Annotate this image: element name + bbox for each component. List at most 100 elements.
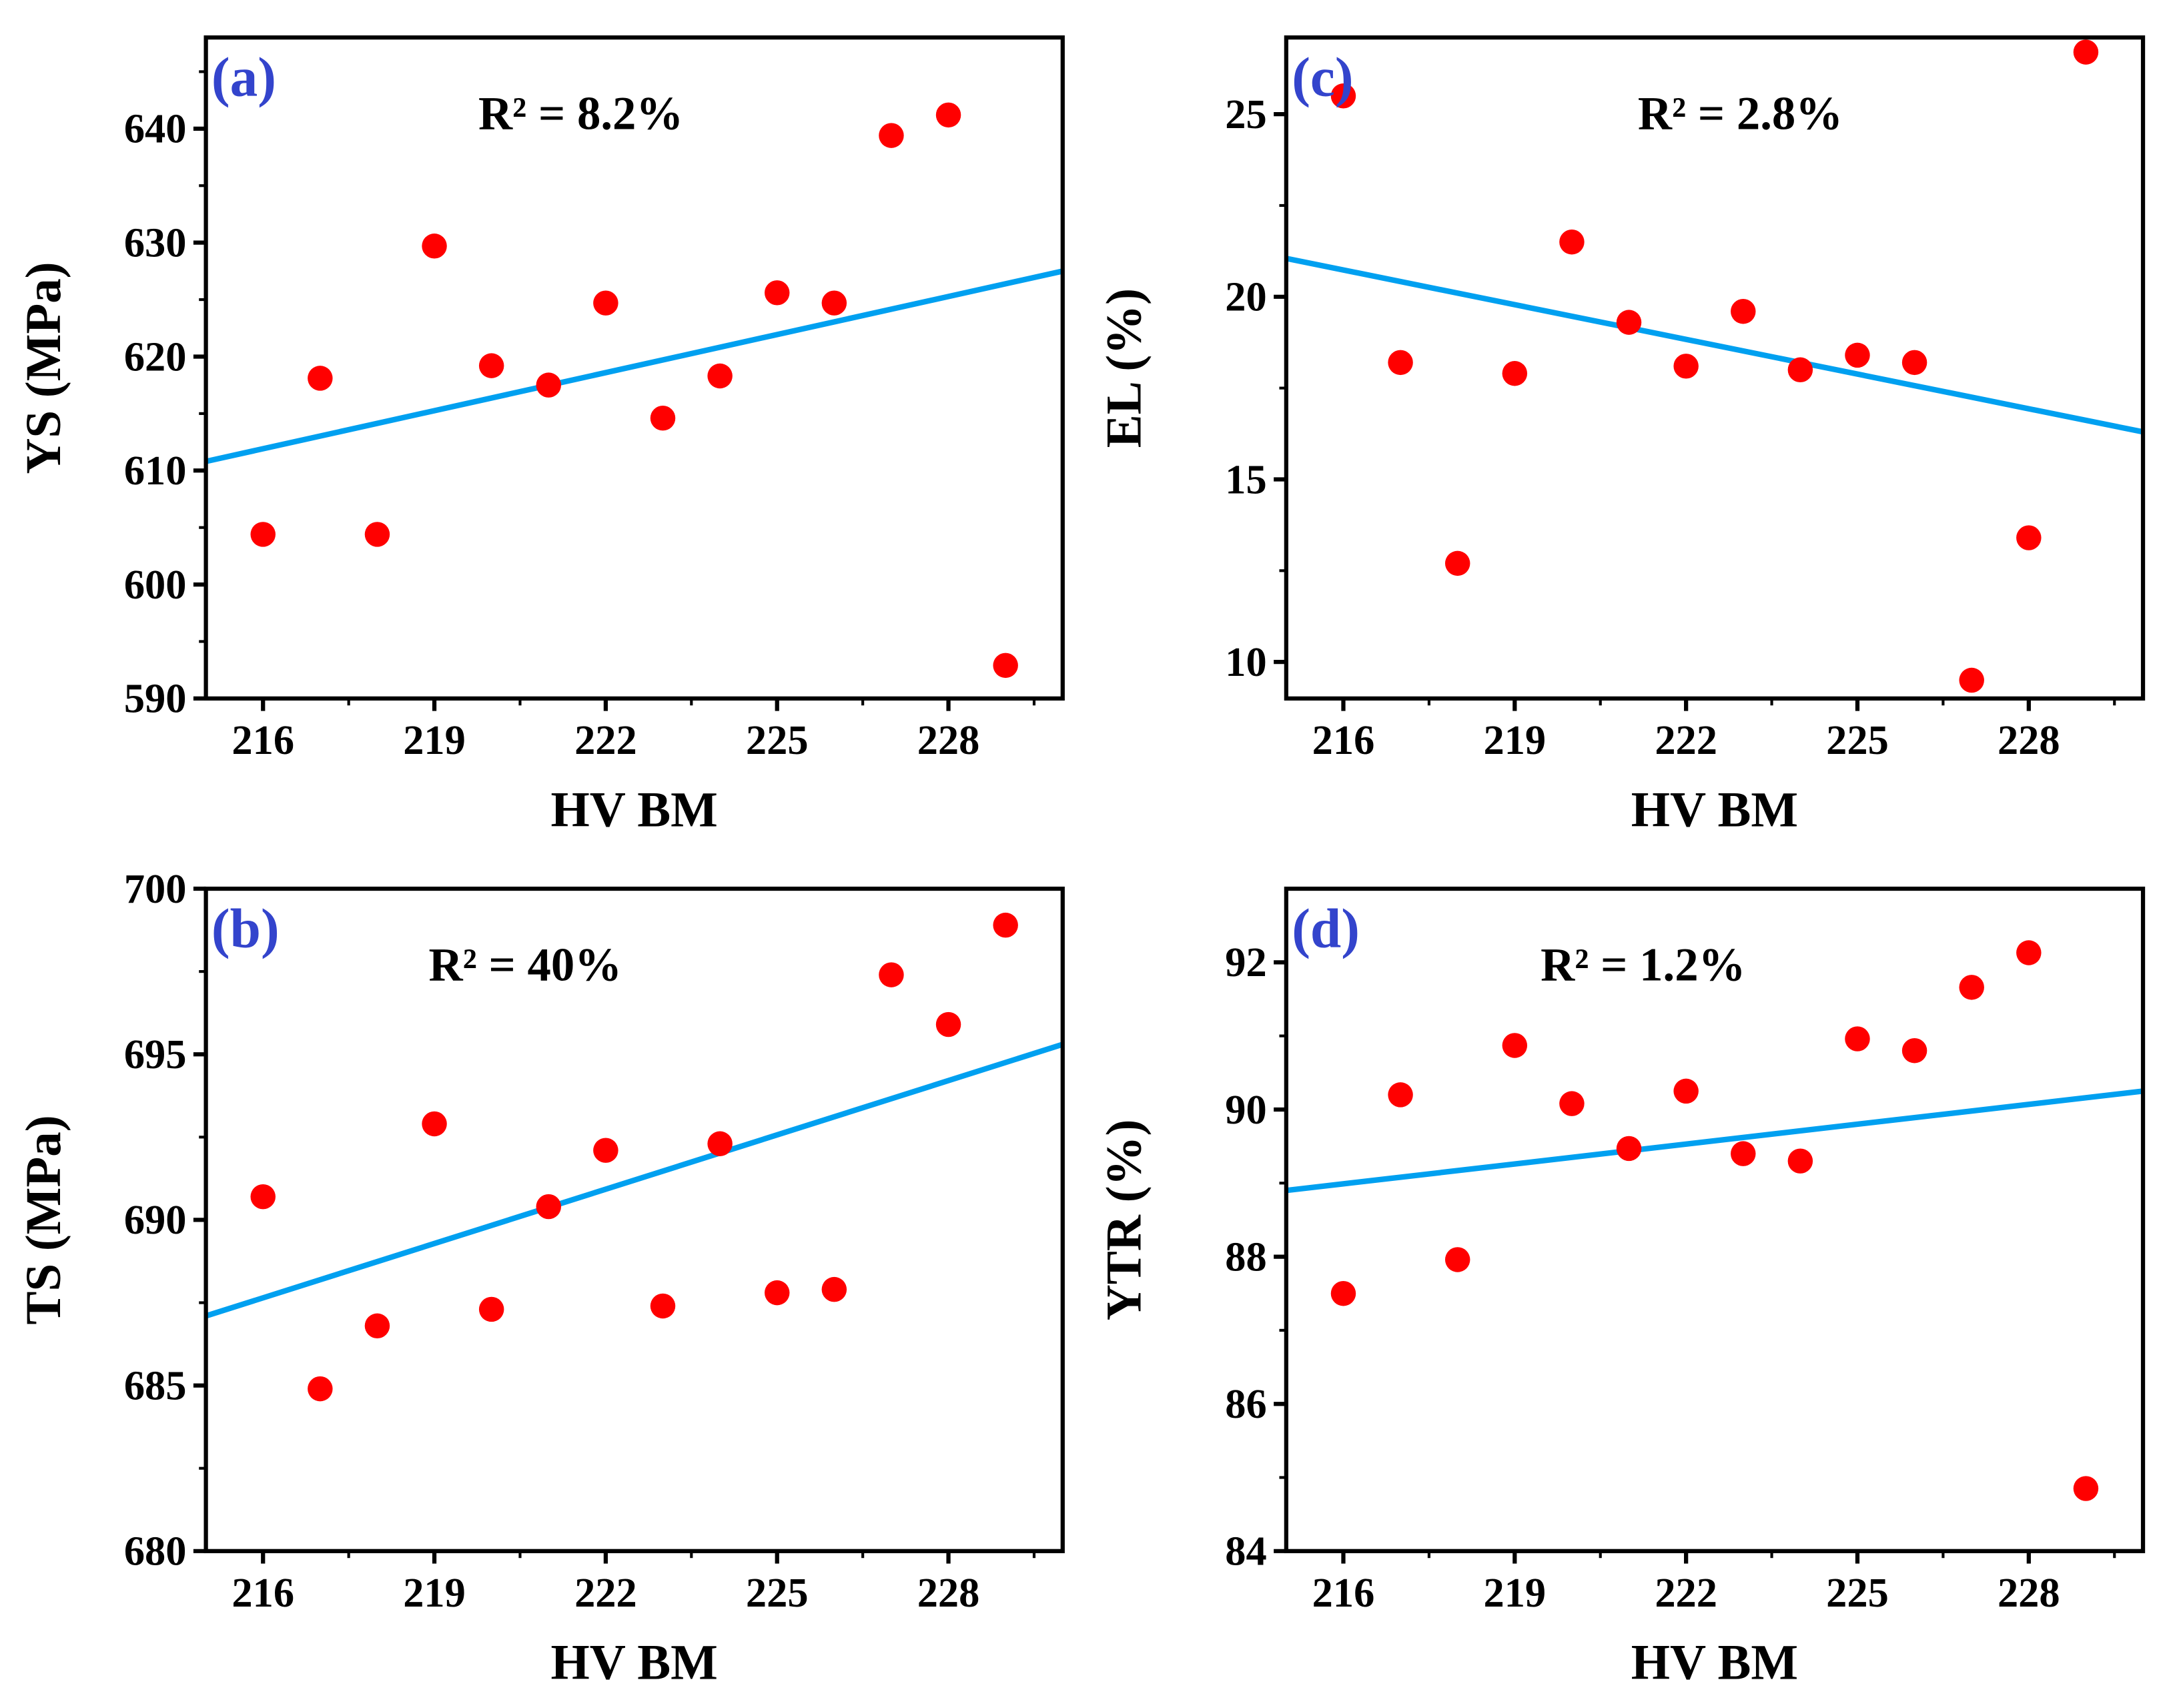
panel-a: 216 219 222 225 228 590 600 610 620 630 640 (a) R² =… xyxy=(16,35,1065,837)
plot-frame xyxy=(1284,35,2146,701)
data-point xyxy=(364,522,390,547)
x-tick-label: 219 xyxy=(1483,717,1546,763)
fit-line xyxy=(1286,256,2144,435)
x-tick-label: 219 xyxy=(403,1569,466,1616)
data-point xyxy=(707,1131,733,1156)
y-axis-label: YS (MPa) xyxy=(16,262,71,474)
x-tick-label: 219 xyxy=(1483,1569,1546,1616)
data-point xyxy=(764,1280,790,1306)
data-point xyxy=(1559,229,1585,255)
panel-label: (c) xyxy=(1292,47,1353,109)
y-axis-label: YTR (%) xyxy=(1096,1120,1152,1321)
y-tick-label: 84 xyxy=(1225,1528,1266,1575)
data-point xyxy=(536,1194,562,1220)
fit-line xyxy=(205,268,1063,464)
data-point xyxy=(1845,1026,1870,1051)
data-point xyxy=(478,353,504,378)
data-point xyxy=(993,653,1018,679)
data-point xyxy=(422,1111,447,1137)
y-tick-label: 600 xyxy=(124,561,187,608)
data-point xyxy=(2016,525,2042,550)
r-squared-annotation: R² = 1.2% xyxy=(1541,939,1745,991)
x-tick-label: 216 xyxy=(232,717,294,763)
x-tick-label: 228 xyxy=(917,717,980,763)
data-point xyxy=(250,522,276,547)
x-axis-label: HV BM xyxy=(550,1635,717,1690)
data-point xyxy=(1502,361,1528,386)
fit-line xyxy=(205,1041,1063,1319)
data-point xyxy=(1330,83,1356,109)
data-point xyxy=(1444,550,1470,576)
y-tick-label: 630 xyxy=(124,219,187,266)
data-point xyxy=(478,1296,504,1322)
y-axis-label: TS (MPa) xyxy=(16,1115,71,1324)
x-tick-label: 222 xyxy=(1655,1569,1717,1616)
y-tick-label: 685 xyxy=(124,1362,187,1408)
data-point xyxy=(993,912,1018,938)
y-tick-label: 610 xyxy=(124,447,187,494)
data-point xyxy=(1388,1082,1413,1108)
data-point xyxy=(593,290,618,316)
data-point xyxy=(1559,1091,1585,1116)
data-point xyxy=(1388,350,1413,376)
data-point xyxy=(593,1138,618,1163)
y-tick-label: 690 xyxy=(124,1196,187,1243)
data-point xyxy=(1959,975,1984,1000)
x-tick-label: 225 xyxy=(746,717,809,763)
x-tick-label: 228 xyxy=(1998,717,2060,763)
x-tick-label: 225 xyxy=(746,1569,809,1616)
data-point xyxy=(2073,1476,2099,1501)
r-squared-annotation: R² = 2.8% xyxy=(1638,88,1843,140)
data-point xyxy=(707,363,733,389)
data-point xyxy=(364,1313,390,1338)
data-point xyxy=(935,1011,961,1037)
panel-d: 216 219 222 225 228 84 86 88 90 92 (d) R² = 1.2% HV … xyxy=(1096,886,2146,1690)
y-tick-label: 15 xyxy=(1225,456,1266,502)
y-axis-label: EL (%) xyxy=(1096,288,1152,448)
data-point xyxy=(650,405,676,431)
data-point xyxy=(536,372,562,398)
y-tick-label: 90 xyxy=(1225,1086,1266,1133)
x-tick-label: 225 xyxy=(1826,717,1889,763)
data-point xyxy=(821,290,847,316)
panel-label: (b) xyxy=(211,898,280,959)
data-point xyxy=(1901,350,1927,376)
r-squared-annotation: R² = 40% xyxy=(429,939,622,991)
y-tick-label: 20 xyxy=(1225,274,1266,320)
data-point xyxy=(1959,667,1984,693)
x-tick-label: 222 xyxy=(1655,717,1717,763)
data-point xyxy=(308,1376,333,1402)
y-tick-label: 86 xyxy=(1225,1380,1266,1427)
y-tick-label: 10 xyxy=(1225,638,1266,685)
panel-label: (d) xyxy=(1292,898,1360,959)
data-point xyxy=(764,280,790,306)
data-point xyxy=(821,1276,847,1302)
data-point xyxy=(1787,1148,1813,1174)
plot-frame xyxy=(203,886,1065,1553)
y-tick-label: 620 xyxy=(124,333,187,380)
data-point xyxy=(1845,342,1870,368)
plot-frame xyxy=(203,35,1065,701)
data-point xyxy=(650,1293,676,1319)
x-tick-label: 228 xyxy=(917,1569,980,1616)
data-point xyxy=(1673,354,1699,379)
y-tick-label: 92 xyxy=(1225,939,1266,985)
data-point xyxy=(1444,1247,1470,1272)
x-tick-label: 222 xyxy=(574,1569,637,1616)
panel-c: 216 219 222 225 228 10 15 20 25 (c) R² = 2.8% HV BM… xyxy=(1096,35,2146,837)
plot-frame xyxy=(1284,886,2146,1553)
data-point xyxy=(1502,1033,1528,1058)
x-tick-label: 228 xyxy=(1998,1569,2060,1616)
x-tick-label: 216 xyxy=(1312,1569,1375,1616)
data-point xyxy=(250,1184,276,1210)
y-tick-label: 590 xyxy=(124,675,187,722)
data-point xyxy=(2016,940,2042,965)
panel-b: 216 219 222 225 228 680 685 690 695 700 (b) R² = 40… xyxy=(16,865,1065,1690)
data-point xyxy=(1330,1281,1356,1306)
x-axis-label: HV BM xyxy=(550,782,717,837)
data-point xyxy=(308,366,333,391)
x-tick-label: 216 xyxy=(1312,717,1375,763)
data-point xyxy=(1731,298,1756,324)
y-tick-label: 88 xyxy=(1225,1233,1266,1280)
